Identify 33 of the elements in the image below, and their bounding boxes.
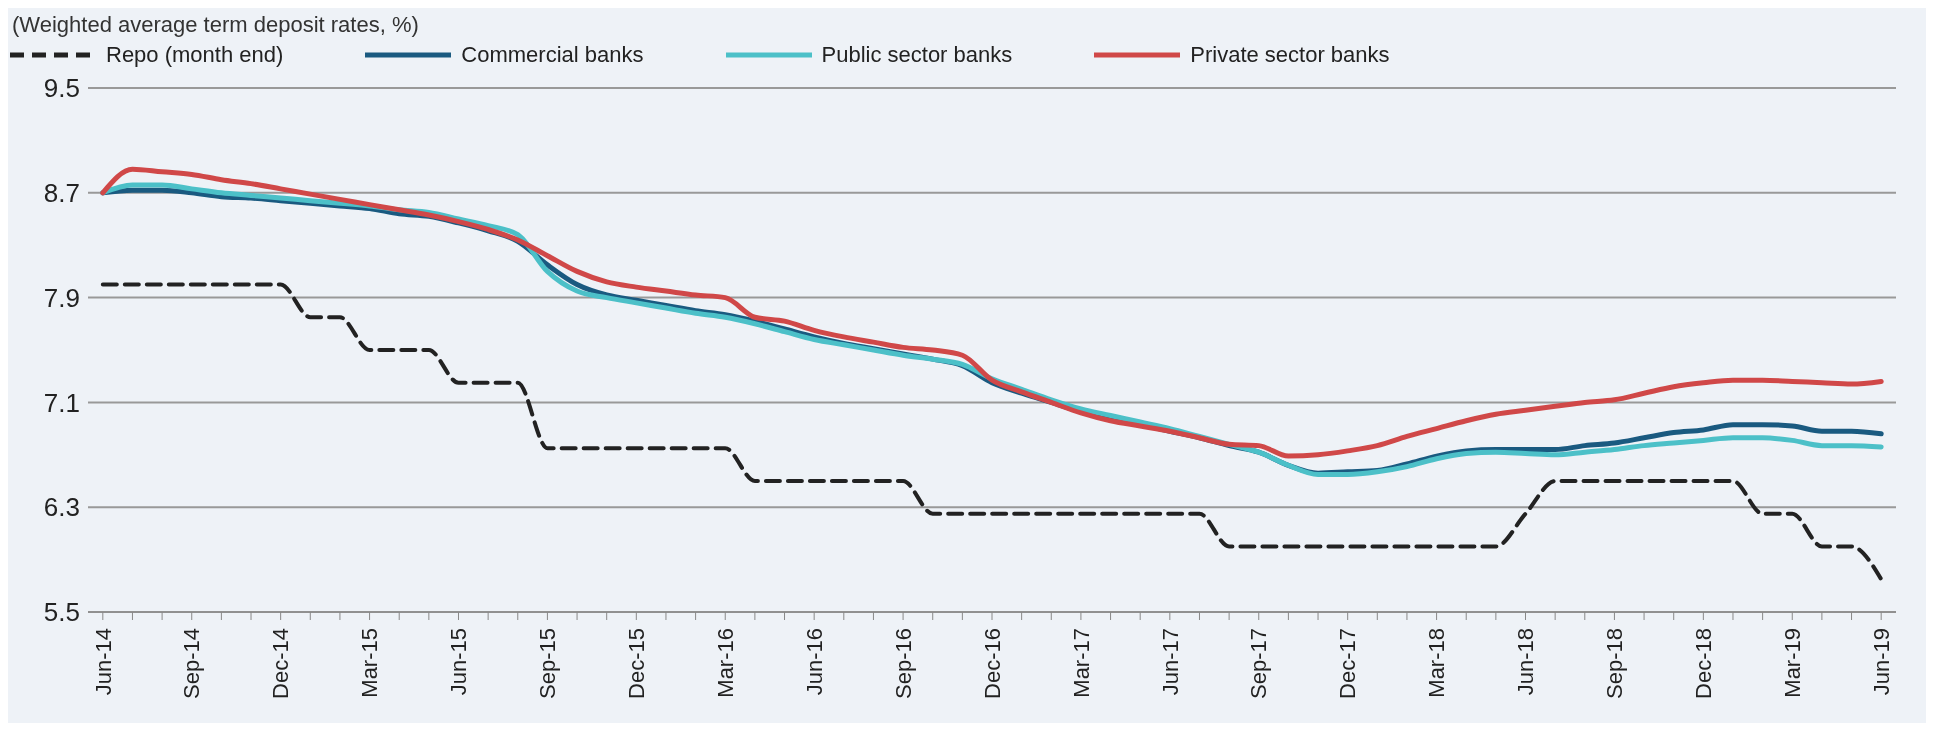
y-tick-label: 8.7 xyxy=(43,178,80,209)
x-tick-label: Mar-18 xyxy=(1424,628,1450,698)
x-tick-label: Jun-18 xyxy=(1513,628,1539,696)
y-tick-label: 9.5 xyxy=(43,73,80,104)
y-tick-label: 5.5 xyxy=(43,597,80,628)
x-tick-label: Jun-17 xyxy=(1157,628,1183,696)
x-tick-label: Dec-14 xyxy=(268,628,294,699)
x-tick-label: Jun-19 xyxy=(1868,628,1894,696)
y-tick-label: 7.1 xyxy=(43,387,80,418)
x-tick-label: Dec-16 xyxy=(979,628,1005,699)
x-tick-label: Jun-14 xyxy=(90,628,116,696)
x-tick-label: Mar-15 xyxy=(357,628,383,698)
x-tick-label: Mar-19 xyxy=(1779,628,1805,698)
x-tick-label: Jun-16 xyxy=(801,628,827,696)
x-tick-label: Mar-17 xyxy=(1068,628,1094,698)
x-tick-label: Dec-15 xyxy=(624,628,650,699)
legend-label: Repo (month end) xyxy=(106,42,284,68)
legend-label: Commercial banks xyxy=(461,42,644,68)
y-tick-label: 6.3 xyxy=(43,492,80,523)
x-tick-label: Jun-15 xyxy=(446,628,472,696)
line-series xyxy=(100,282,1884,582)
x-tick-label: Dec-17 xyxy=(1335,628,1361,699)
chart-title: (Weighted average term deposit rates, %) xyxy=(11,11,420,39)
x-tick-label: Sep-17 xyxy=(1246,628,1272,699)
legend-label: Public sector banks xyxy=(821,42,1013,68)
x-tick-label: Dec-18 xyxy=(1691,628,1717,699)
x-tick-label: Sep-14 xyxy=(179,628,205,699)
x-tick-label: Mar-16 xyxy=(712,628,738,698)
y-tick-label: 7.9 xyxy=(43,282,80,313)
x-tick-label: Sep-16 xyxy=(890,628,916,699)
x-tick-label: Sep-18 xyxy=(1602,628,1628,699)
x-tick-label: Sep-15 xyxy=(535,628,561,699)
legend-label: Private sector banks xyxy=(1190,42,1390,68)
